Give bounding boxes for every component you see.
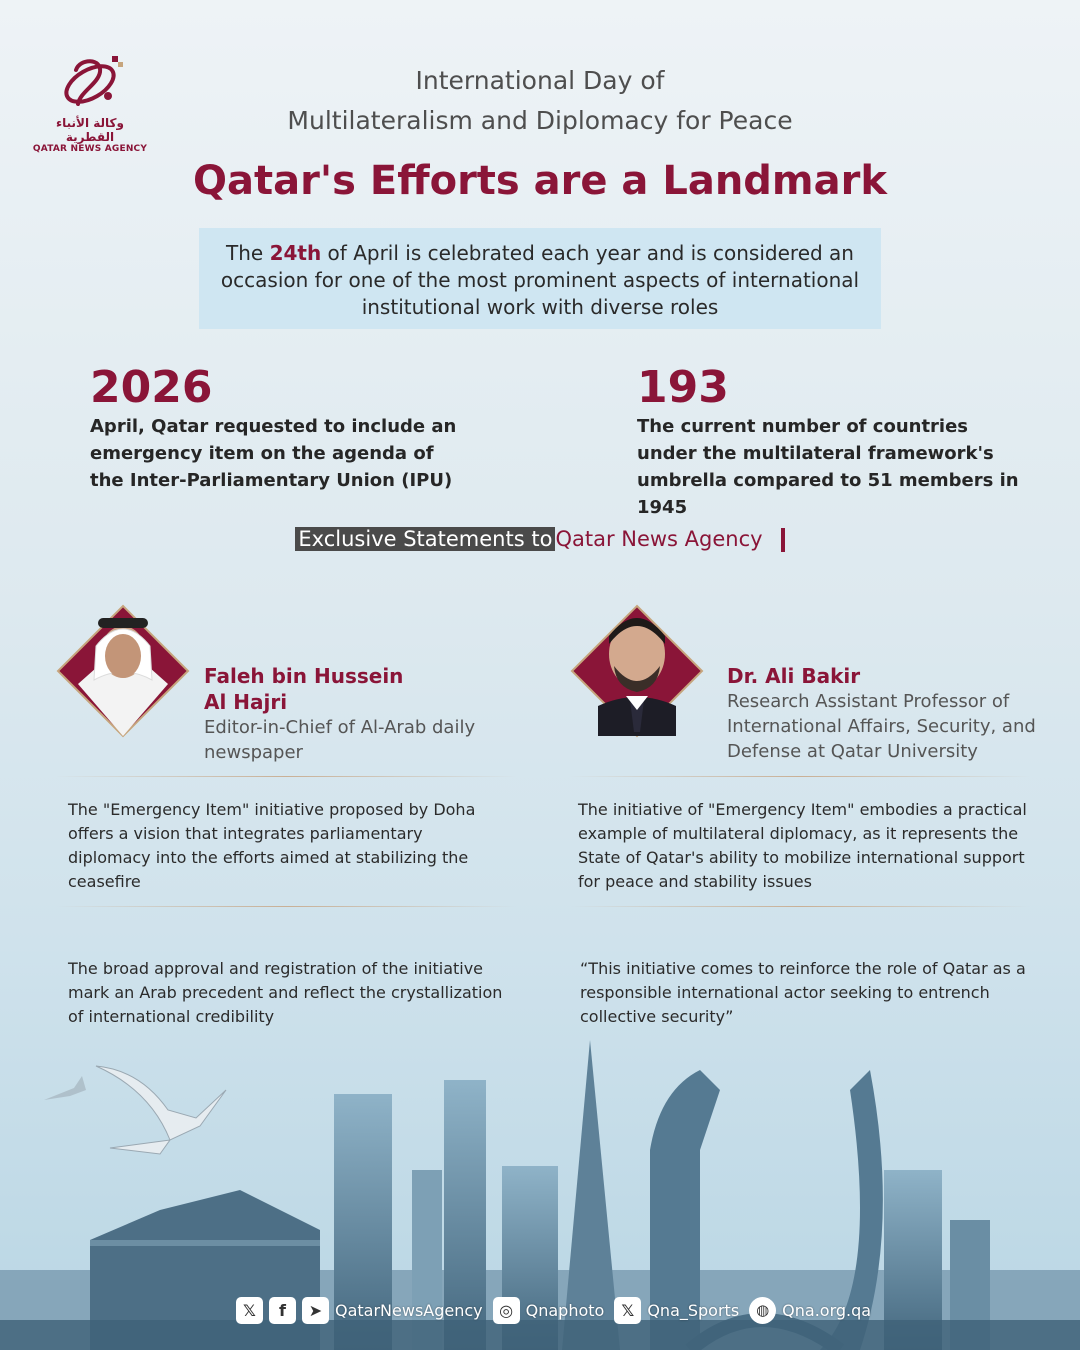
quote-text: The "Emergency Item" initiative proposed… [68, 800, 476, 891]
stat-block-1: 2026 April, Qatar requested to include a… [90, 362, 470, 494]
exclusive-statements-heading: Exclusive Statements to Qatar News Agency [0, 527, 1080, 552]
stat-number: 2026 [90, 362, 213, 413]
bird-icon [95, 1065, 227, 1155]
divider [570, 776, 1030, 777]
avatar [570, 596, 704, 738]
website-link[interactable]: Qna.org.qa [782, 1300, 872, 1320]
stat-description: April, Qatar requested to include an eme… [90, 416, 457, 491]
x-icon[interactable]: 𝕏 [236, 1296, 263, 1324]
stat-description: The current number of countries under th… [637, 416, 1019, 518]
headline: Qatar's Efforts are a Landmark [193, 158, 887, 204]
person-role: Research Assistant Professor of Internat… [727, 691, 1036, 762]
page-title-line1: International Day of [415, 66, 665, 95]
social-handle[interactable]: Qnaphoto [525, 1300, 605, 1320]
facebook-icon[interactable]: f [269, 1296, 296, 1324]
quote-text: The initiative of "Emergency Item" embod… [578, 800, 1027, 891]
person-name-line1: Faleh bin Hussein [204, 664, 404, 688]
qna-logo: وكالة الأنباء القطرية QATAR NEWS AGENCY [30, 52, 150, 156]
web-icon[interactable]: ◍ [749, 1296, 777, 1324]
stat-number: 193 [637, 362, 729, 413]
stat-block-2: 193 The current number of countries unde… [637, 362, 1027, 521]
intro-text-after: of April is celebrated each year and is … [220, 241, 860, 319]
intro-text-before: The [226, 241, 270, 265]
intro-highlight: 24th [269, 241, 322, 265]
footer-social-bar: 𝕏 f ➤ QatarNewsAgency ◎ Qnaphoto 𝕏 Qna_S… [236, 1294, 875, 1326]
qna-logo-icon [64, 56, 123, 106]
logo-english-text: QATAR NEWS AGENCY [32, 144, 148, 154]
social-handle[interactable]: Qna_Sports [647, 1300, 740, 1320]
divider [56, 776, 516, 777]
avatar [56, 604, 190, 738]
logo-arabic-text: وكالة الأنباء القطرية [56, 116, 124, 144]
social-handle[interactable]: QatarNewsAgency [335, 1300, 483, 1320]
accent-bar [780, 528, 785, 552]
exclusive-label: Exclusive Statements to [295, 527, 556, 551]
quote-text: The broad approval and registration of t… [68, 959, 503, 1026]
exclusive-agency: Qatar News Agency [555, 527, 763, 551]
person-2-info: Dr. Ali Bakir Research Assistant Profess… [727, 663, 1047, 764]
telegram-icon[interactable]: ➤ [302, 1296, 329, 1324]
divider [570, 906, 1030, 907]
instagram-icon[interactable]: ◎ [492, 1296, 520, 1324]
bird-icon [44, 1076, 86, 1100]
person-name: Dr. Ali Bakir [727, 664, 861, 688]
x-icon[interactable]: 𝕏 [614, 1296, 642, 1324]
person-1-info: Faleh bin Hussein Al Hajri Editor-in-Chi… [204, 663, 504, 765]
page-title-line2: Multilateralism and Diplomacy for Peace [287, 106, 793, 135]
person-role: Editor-in-Chief of Al-Arab daily newspap… [204, 717, 476, 763]
quote-text: “This initiative comes to reinforce the … [580, 959, 1026, 1026]
person-name-line2: Al Hajri [204, 690, 288, 714]
divider [56, 906, 516, 907]
intro-box: The 24th of April is celebrated each yea… [199, 228, 881, 329]
